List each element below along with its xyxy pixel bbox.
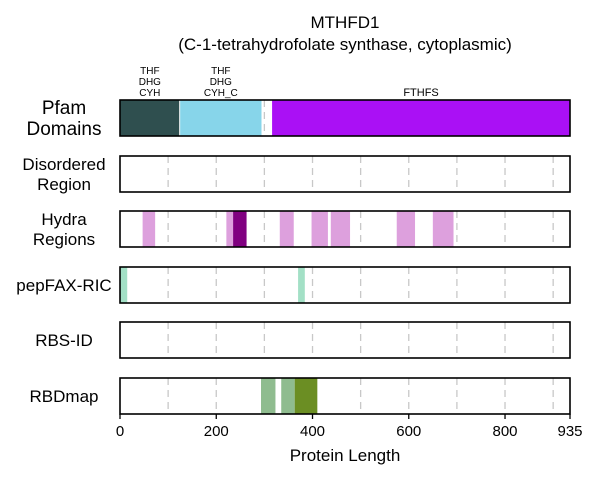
- segment-bar: [226, 211, 234, 247]
- x-tick-label: 0: [116, 423, 124, 440]
- x-tick-label: 600: [396, 423, 421, 440]
- segment-bar: [281, 378, 295, 414]
- track-label: RBDmap: [30, 387, 99, 406]
- segment-bar: [120, 267, 128, 303]
- track-label-line: Hydra: [41, 210, 87, 229]
- track-border: [119, 99, 571, 137]
- track-background: [120, 267, 570, 303]
- segment-bar: [311, 211, 328, 247]
- track-label: Disordered Region: [22, 155, 105, 194]
- track-row: RBS-ID: [35, 321, 571, 359]
- track-row: Hydra Regions: [33, 210, 571, 249]
- track-label-line: pepFAX-RIC: [16, 276, 111, 295]
- segment-bar: [180, 100, 262, 136]
- x-axis-label: Protein Length: [290, 446, 401, 465]
- track-row: RBDmap: [30, 377, 571, 415]
- x-tick-label: 400: [300, 423, 325, 440]
- track-border: [119, 155, 571, 193]
- track-border: [119, 321, 571, 359]
- track-background: [120, 322, 570, 358]
- domain-label-line: CYH_C: [204, 88, 238, 99]
- domain-label-line: THF: [211, 66, 230, 77]
- domain-label: THF DHG CYH_C: [204, 66, 238, 99]
- track-label-line: Pfam: [42, 98, 86, 119]
- track-label-line: Domains: [27, 119, 102, 140]
- segment-bar: [272, 100, 570, 136]
- domain-label-line: FTHFS: [403, 87, 438, 99]
- track-row: Disordered Region: [22, 155, 571, 194]
- x-tick-label: 935: [557, 423, 582, 440]
- domain-label-line: DHG: [139, 77, 161, 88]
- track-border: [119, 266, 571, 304]
- track-label-line: Region: [37, 175, 91, 194]
- track-label: RBS-ID: [35, 331, 93, 350]
- track-border: [119, 210, 571, 248]
- segment-bar: [432, 211, 454, 247]
- domain-label: FTHFS: [403, 87, 438, 99]
- segment-bar: [294, 378, 318, 414]
- segment-bar: [233, 211, 247, 247]
- segment-bar: [261, 378, 276, 414]
- domain-label: THF DHG CYH: [139, 66, 161, 99]
- track-label: pepFAX-RIC: [16, 276, 111, 295]
- domain-label-line: THF: [140, 66, 159, 77]
- segment-bar: [330, 211, 351, 247]
- chart-subtitle: (C-1-tetrahydrofolate synthase, cytoplas…: [178, 35, 512, 54]
- track-label-line: Disordered: [22, 155, 105, 174]
- segment-bar: [142, 211, 156, 247]
- track-background: [120, 156, 570, 192]
- x-tick-label: 800: [493, 423, 518, 440]
- segment-bar: [120, 100, 180, 136]
- track-label-line: RBS-ID: [35, 331, 93, 350]
- track-label-line: Regions: [33, 230, 95, 249]
- segment-bar: [298, 267, 305, 303]
- track-row: pepFAX-RIC: [16, 266, 571, 304]
- x-axis: 0 200 400 600 800 935: [116, 414, 583, 440]
- track-label: Hydra Regions: [33, 210, 95, 249]
- x-tick-label: 200: [204, 423, 229, 440]
- segment-bar: [396, 211, 416, 247]
- segment-bar: [279, 211, 294, 247]
- domain-label-line: DHG: [210, 77, 232, 88]
- track-background: [120, 378, 570, 414]
- track-label: Pfam Domains: [27, 98, 102, 140]
- domain-label-line: CYH: [139, 88, 160, 99]
- track-border: [119, 377, 571, 415]
- chart-title: MTHFD1: [311, 13, 380, 32]
- track-label-line: RBDmap: [30, 387, 99, 406]
